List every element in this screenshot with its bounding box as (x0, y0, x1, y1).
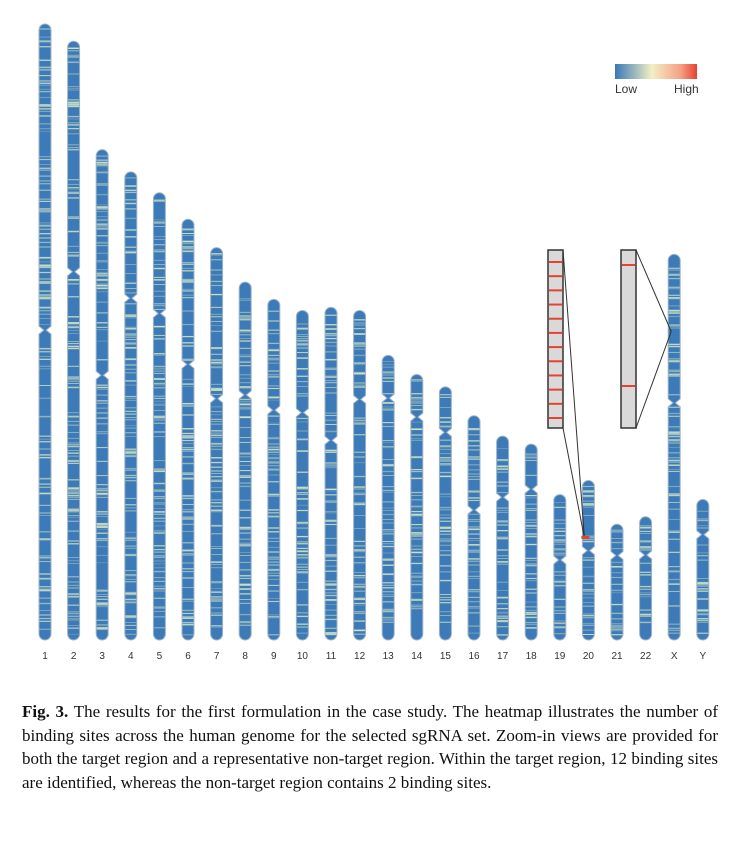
chromosome-16 (467, 415, 481, 641)
chromosome-label-19: 19 (554, 651, 566, 662)
zoom-box (620, 249, 637, 429)
chromosome-label-14: 14 (411, 651, 423, 662)
chromosome-body (467, 415, 481, 641)
chromosome-label-4: 4 (128, 651, 134, 662)
chromosome-19 (553, 494, 567, 641)
chromosome-label-15: 15 (440, 651, 452, 662)
chromosome-body (438, 386, 452, 641)
zoom-view-target (547, 249, 590, 539)
chromosome-13 (381, 354, 395, 641)
chromosome-label-layer: 1 2 3 4 5 6 7 8 9 10 11 12 13 14 15 16 17 18 19 20 21 22 X Y (42, 651, 706, 662)
chromosome-15 (438, 386, 452, 641)
chromosome-10 (295, 309, 309, 641)
chromosome-body (95, 149, 109, 641)
chromosome-label-Y: Y (699, 651, 706, 662)
chromosome-label-16: 16 (468, 651, 480, 662)
chromosome-body (696, 499, 710, 641)
target-marker (581, 535, 590, 539)
chromosome-label-3: 3 (99, 651, 105, 662)
chromosome-label-22: 22 (640, 651, 652, 662)
chromosome-7 (210, 247, 224, 641)
chromosome-5 (152, 192, 166, 641)
chromosome-body (381, 354, 395, 641)
chromosome-body (295, 309, 309, 641)
chromosome-body (67, 40, 81, 641)
chromosome-X (667, 253, 681, 641)
chromosome-21 (610, 523, 624, 641)
chromosome-label-5: 5 (157, 651, 163, 662)
legend-low-label: Low (615, 82, 638, 96)
karyotype-heatmap: 1 2 3 4 5 6 7 8 9 10 11 12 13 14 15 16 17 18 19 20 21 22 X Y (38, 23, 710, 662)
chromosome-Y (696, 499, 710, 641)
chromosome-18 (524, 443, 538, 641)
chromosome-body (610, 523, 624, 641)
zoom-connector-top (562, 249, 585, 538)
chromosome-label-10: 10 (297, 651, 309, 662)
chromosome-14 (410, 374, 424, 641)
chromosome-8 (238, 281, 252, 641)
chromosome-label-11: 11 (326, 651, 337, 662)
chromosome-20 (581, 479, 595, 641)
chromosome-label-21: 21 (611, 651, 623, 662)
chromosome-label-7: 7 (214, 651, 220, 662)
zoom-view-non-target (620, 249, 672, 429)
chromosome-22 (639, 516, 653, 641)
legend-colorbar (615, 64, 697, 79)
chromosome-label-12: 12 (354, 651, 366, 662)
chromosome-3 (95, 149, 109, 641)
chromosome-4 (124, 171, 138, 641)
chromosome-body (639, 516, 653, 641)
chromosome-body (324, 306, 338, 641)
legend-high-label: High (674, 82, 699, 96)
caption-text: The results for the first formulation in… (22, 702, 718, 792)
chromosome-11 (324, 306, 338, 641)
chromosome-label-X: X (671, 651, 678, 662)
chromosome-6 (181, 218, 195, 641)
chromosome-label-1: 1 (42, 651, 48, 662)
chromosome-9 (267, 298, 281, 641)
zoom-connector-bottom (635, 331, 672, 429)
zoom-box (547, 249, 564, 429)
chromosome-body (124, 171, 138, 641)
figure-caption: Fig. 3. The results for the first formul… (22, 700, 718, 794)
chromosome-17 (496, 435, 510, 641)
chromosome-layer (38, 23, 710, 641)
chromosome-label-6: 6 (185, 651, 191, 662)
chromosome-label-8: 8 (242, 651, 248, 662)
chromosome-label-17: 17 (497, 651, 509, 662)
chromosome-body (524, 443, 538, 641)
chromosome-label-9: 9 (271, 651, 277, 662)
figure-area: 1 2 3 4 5 6 7 8 9 10 11 12 13 14 15 16 17 18 19 20 21 22 X Y Lo… (38, 23, 710, 662)
chromosome-12 (353, 309, 367, 641)
chromosome-label-13: 13 (383, 651, 395, 662)
chromosome-label-18: 18 (526, 651, 538, 662)
chromosome-body (353, 309, 367, 641)
caption-label: Fig. 3. (22, 702, 69, 721)
zoom-connector-top (635, 249, 672, 332)
chromosome-1 (38, 23, 52, 641)
chromosome-body (553, 494, 567, 641)
chromosome-label-20: 20 (583, 651, 595, 662)
zoom-layer (547, 249, 672, 539)
zoom-connector-bottom (562, 427, 585, 538)
chromosome-body (667, 253, 681, 641)
chromosome-body (38, 23, 52, 641)
chromosome-label-2: 2 (71, 651, 77, 662)
chromosome-2 (67, 40, 81, 641)
